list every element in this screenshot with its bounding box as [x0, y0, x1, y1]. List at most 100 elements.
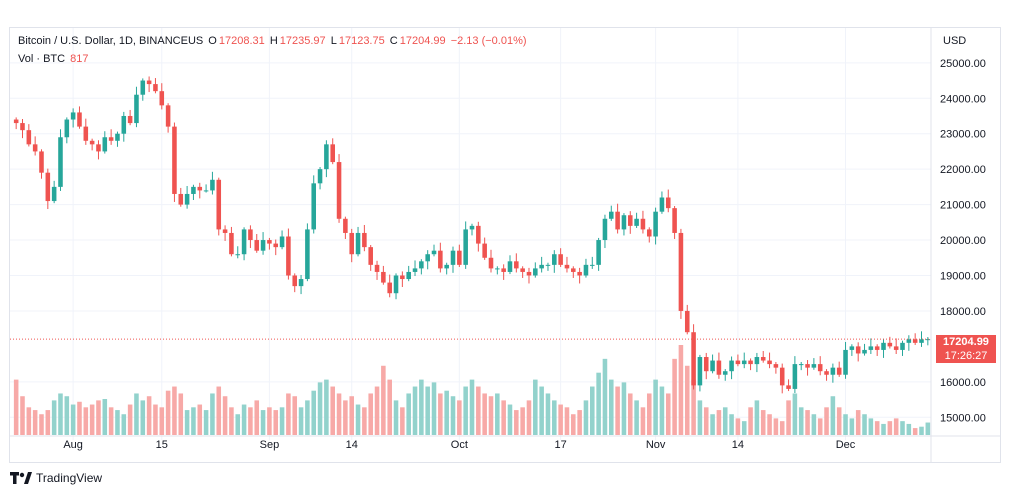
candle-body[interactable] — [824, 371, 829, 375]
candle-body[interactable] — [89, 140, 95, 145]
candle-body[interactable] — [222, 229, 228, 233]
candle-body[interactable] — [362, 232, 367, 248]
candle-body[interactable] — [134, 94, 139, 124]
candle-body[interactable] — [26, 130, 32, 145]
candle-body[interactable] — [267, 240, 272, 244]
candle-body[interactable] — [115, 133, 120, 141]
candle-body[interactable] — [773, 364, 779, 368]
candle-body[interactable] — [273, 243, 279, 248]
candle-body[interactable] — [229, 232, 234, 255]
candle-body[interactable] — [855, 346, 861, 354]
candle-body[interactable] — [640, 218, 646, 230]
candle-body[interactable] — [324, 144, 329, 170]
candle-body[interactable] — [140, 80, 146, 95]
candle-body[interactable] — [900, 342, 905, 350]
candle-body[interactable] — [406, 271, 411, 280]
candle-body[interactable] — [609, 211, 614, 219]
candle-body[interactable] — [912, 339, 918, 343]
candle-body[interactable] — [121, 115, 127, 134]
candle-body[interactable] — [849, 346, 855, 350]
candle-body[interactable] — [627, 215, 633, 226]
volume-label[interactable]: Vol · BTC — [18, 53, 66, 65]
candle-body[interactable] — [463, 229, 468, 265]
candle-body[interactable] — [520, 268, 525, 272]
candle-body[interactable] — [412, 268, 418, 272]
candle-body[interactable] — [153, 84, 158, 92]
candle-body[interactable] — [83, 126, 89, 141]
candle-body[interactable] — [482, 243, 487, 258]
candle-body[interactable] — [146, 80, 152, 85]
candle-body[interactable] — [279, 236, 285, 248]
candle-body[interactable] — [368, 247, 373, 265]
candle-body[interactable] — [127, 115, 133, 124]
candle-body[interactable] — [387, 282, 392, 294]
candle-body[interactable] — [760, 357, 766, 361]
candle-body[interactable] — [526, 271, 532, 276]
candle-body[interactable] — [20, 123, 25, 131]
candle-body[interactable] — [77, 112, 82, 127]
tradingview-logo[interactable]: TradingView — [10, 471, 102, 485]
candle-body[interactable] — [507, 261, 513, 272]
candle-body[interactable] — [634, 218, 639, 226]
candle-body[interactable] — [767, 360, 772, 365]
candle-body[interactable] — [925, 339, 931, 341]
candle-body[interactable] — [710, 360, 715, 372]
candle-body[interactable] — [646, 229, 652, 237]
candle-body[interactable] — [811, 364, 817, 368]
candle-body[interactable] — [165, 105, 171, 127]
candle-body[interactable] — [697, 357, 703, 386]
candle-body[interactable] — [476, 225, 481, 244]
candle-body[interactable] — [58, 137, 63, 187]
candle-body[interactable] — [374, 264, 380, 272]
candle-body[interactable] — [545, 264, 551, 266]
candle-body[interactable] — [292, 275, 298, 287]
candle-body[interactable] — [621, 215, 627, 230]
candle-body[interactable] — [381, 271, 386, 283]
candle-body[interactable] — [830, 367, 836, 375]
candle-body[interactable] — [792, 364, 798, 389]
candle-body[interactable] — [539, 264, 544, 269]
candle-body[interactable] — [45, 172, 51, 202]
candle-body[interactable] — [305, 229, 310, 280]
candle-body[interactable] — [102, 137, 108, 152]
candle-body[interactable] — [596, 240, 601, 265]
candle-body[interactable] — [564, 264, 570, 269]
candle-body[interactable] — [868, 346, 874, 350]
candle-body[interactable] — [684, 310, 690, 333]
currency-label[interactable]: USD — [943, 35, 967, 47]
candle-body[interactable] — [469, 225, 475, 230]
candle-body[interactable] — [906, 339, 912, 343]
candle-body[interactable] — [419, 261, 424, 269]
candle-body[interactable] — [450, 250, 456, 265]
candle-body[interactable] — [184, 193, 190, 205]
candle-body[interactable] — [729, 360, 734, 372]
candle-body[interactable] — [393, 275, 399, 294]
candle-body[interactable] — [64, 119, 70, 138]
candle-body[interactable] — [798, 364, 804, 366]
candle-body[interactable] — [438, 250, 443, 269]
candle-body[interactable] — [191, 186, 196, 194]
candle-body[interactable] — [741, 360, 747, 365]
candle-body[interactable] — [805, 364, 810, 368]
candle-body[interactable] — [108, 137, 114, 141]
candle-body[interactable] — [260, 240, 266, 251]
candle-body[interactable] — [355, 232, 361, 255]
candle-body[interactable] — [254, 240, 260, 251]
candle-body[interactable] — [13, 119, 19, 124]
candle-body[interactable] — [178, 193, 184, 205]
candle-body[interactable] — [836, 367, 842, 375]
candle-body[interactable] — [735, 360, 741, 365]
candle-body[interactable] — [817, 364, 823, 372]
candle-body[interactable] — [653, 211, 658, 237]
candle-body[interactable] — [659, 197, 665, 212]
candle-body[interactable] — [298, 279, 304, 287]
candle-body[interactable] — [457, 250, 462, 265]
candle-body[interactable] — [672, 208, 677, 233]
candle-body[interactable] — [349, 232, 354, 255]
candle-body[interactable] — [583, 264, 589, 276]
candle-body[interactable] — [786, 385, 791, 389]
candle-body[interactable] — [577, 271, 582, 276]
candle-body[interactable] — [39, 151, 44, 173]
candle-body[interactable] — [235, 254, 241, 256]
candle-body[interactable] — [343, 218, 348, 233]
